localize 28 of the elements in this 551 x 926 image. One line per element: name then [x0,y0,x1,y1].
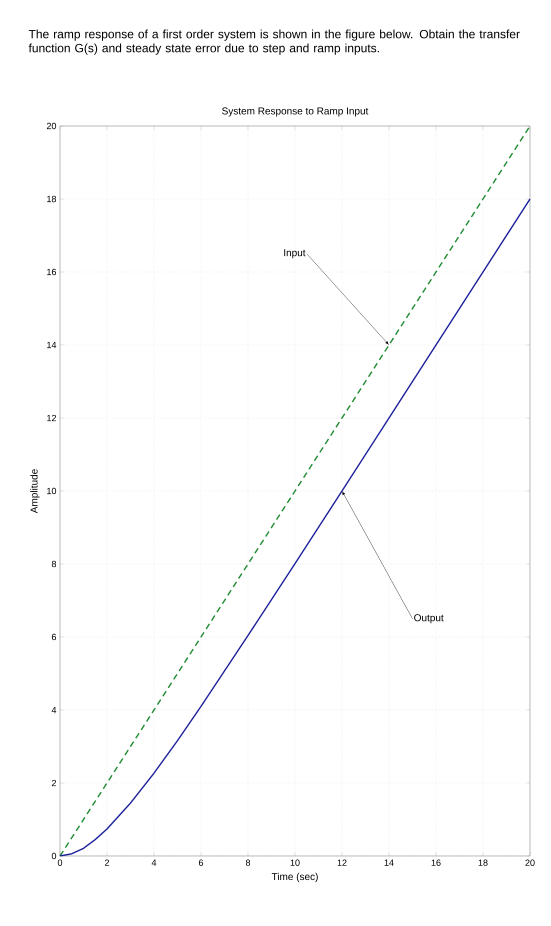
chart-title: System Response to Ramp Input [222,107,368,116]
y-axis-title: Amplitude [30,469,40,514]
x-tick-label: 18 [478,860,488,866]
y-tick-label: 20 [46,122,56,130]
text: The ramp response of a first order system is shown in the figure below. Obtain the transfer function G(s) and steady state error due to step and ramp inputs. [28,30,520,55]
x-tick-label: 10 [290,860,300,866]
x-tick-label: 16 [432,860,441,866]
y-tick-label: 14 [47,342,56,348]
x-axis-title: Time (sec) [272,872,318,882]
annotation: Input [284,249,306,258]
y-tick-label: 18 [47,196,56,202]
y-tick-label: 10 [47,488,56,494]
y-tick-label: 8 [52,560,56,568]
x-tick-label: 0 [58,860,62,866]
x-tick-label: 4 [152,860,156,866]
y-tick-label: 2 [52,780,56,786]
x-tick-label: 20 [525,860,535,866]
x-tick-label: 2 [104,860,110,866]
y-tick-label: 12 [47,414,56,422]
y-tick-label: 4 [52,706,56,714]
y-tick-label: 16 [47,268,56,276]
y-tick-label: 0 [52,852,56,860]
y-tick-label: 6 [52,634,56,640]
x-tick-label: 12 [338,860,347,866]
x-tick-label: 8 [246,860,250,866]
x-tick-label: 6 [198,860,204,866]
x-tick-label: 14 [384,860,394,866]
annotation: Output [414,614,444,624]
